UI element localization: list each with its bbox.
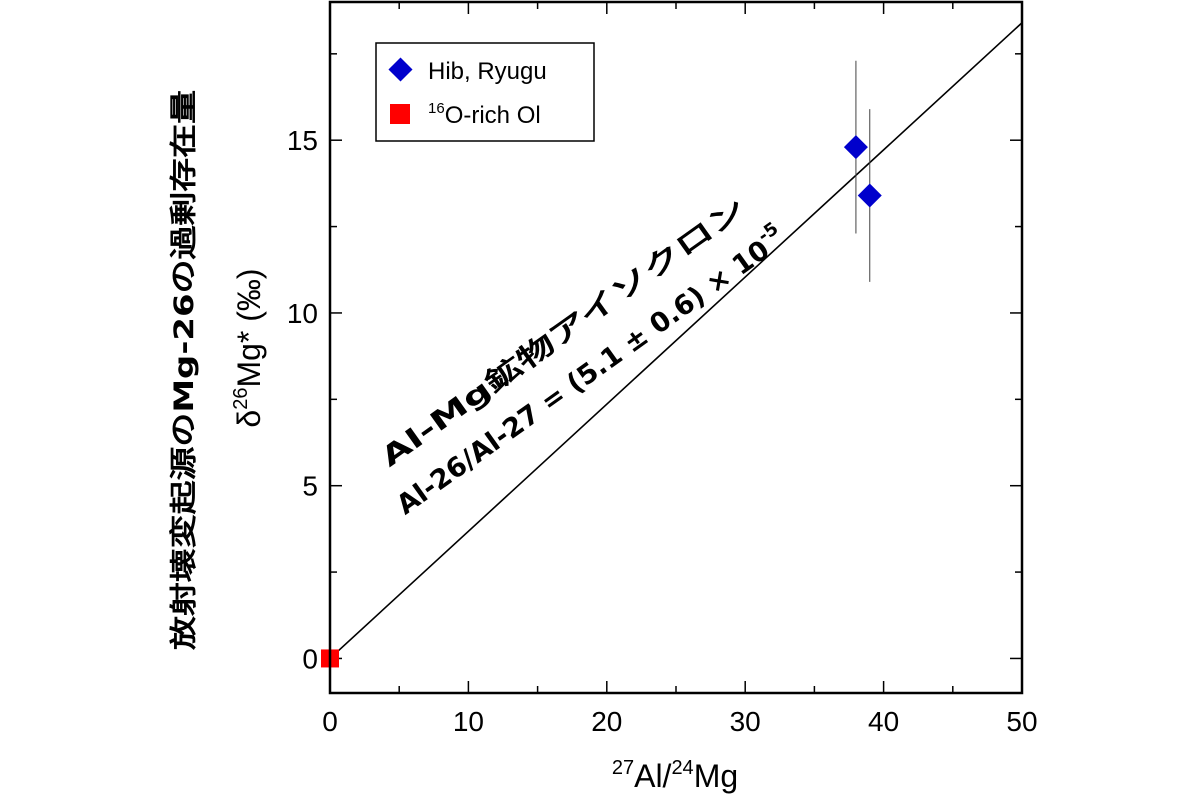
- plot-frame: [328, 0, 1024, 695]
- legend-box: [375, 42, 595, 142]
- y-axis-title-sup: 26: [230, 388, 252, 410]
- x-axis-title: 27Al/24Mg: [612, 757, 738, 794]
- y-axis-title-japanese: 放射壊変起源のMg-26の過剰存在量: [168, 90, 200, 651]
- y-tick-label: 10: [287, 298, 318, 329]
- annotation-line2-main: Al-26/Al-27 = (5.1 ± 0.6) × 10: [391, 235, 775, 521]
- x-tick-label: 30: [730, 706, 761, 737]
- y-tick-label: 5: [302, 471, 318, 502]
- tick-labels: 0 10 20 30 40 50 0 5 10 15: [287, 125, 1038, 737]
- legend-marker-hib-ryugu: [388, 57, 413, 82]
- legend-label-hib-ryugu: Hib, Ryugu: [428, 58, 547, 85]
- annotation-line2: Al-26/Al-27 = (5.1 ± 0.6) × 10-5: [388, 218, 792, 521]
- x-tick-label: 0: [322, 706, 338, 737]
- legend-marker-o-rich-ol: [390, 104, 410, 124]
- x-axis-title-base2: Mg: [694, 758, 738, 794]
- x-axis-title-sup1: 27: [612, 757, 634, 779]
- isochron-annotation: Al-Mg鉱物アイソクロン Al-26/Al-27 = (5.1 ± 0.6) …: [375, 192, 792, 521]
- legend-label-o-rich-ol-rest: O-rich Ol: [445, 102, 541, 129]
- x-axis-title-sup2: 24: [671, 757, 693, 779]
- isochron-fit-line: [329, 22, 1023, 660]
- y-tick-label: 15: [287, 125, 318, 156]
- y-axis-title: δ26Mg* (‰): [230, 268, 267, 427]
- x-tick-label: 40: [868, 706, 899, 737]
- error-bars: [851, 60, 874, 282]
- y-axis-title-prefix: δ: [231, 410, 267, 428]
- y-axis-title-rest: Mg* (‰): [231, 268, 267, 387]
- legend-label-o-rich-ol-sup: 16: [428, 100, 445, 117]
- data-point-hib-ryugu: [843, 135, 868, 160]
- x-tick-label: 20: [591, 706, 622, 737]
- x-axis-title-base1: Al/: [634, 758, 671, 794]
- data-points: [321, 135, 882, 668]
- data-point-hib-ryugu: [857, 183, 882, 208]
- x-tick-label: 10: [453, 706, 484, 737]
- legend: Hib, Ryugu 16O-rich Ol: [375, 42, 595, 142]
- x-tick-label: 50: [1006, 706, 1037, 737]
- legend-label-o-rich-ol: 16O-rich Ol: [428, 100, 541, 129]
- annotation-line1: Al-Mg鉱物アイソクロン: [375, 192, 752, 474]
- y-tick-label: 0: [302, 643, 318, 674]
